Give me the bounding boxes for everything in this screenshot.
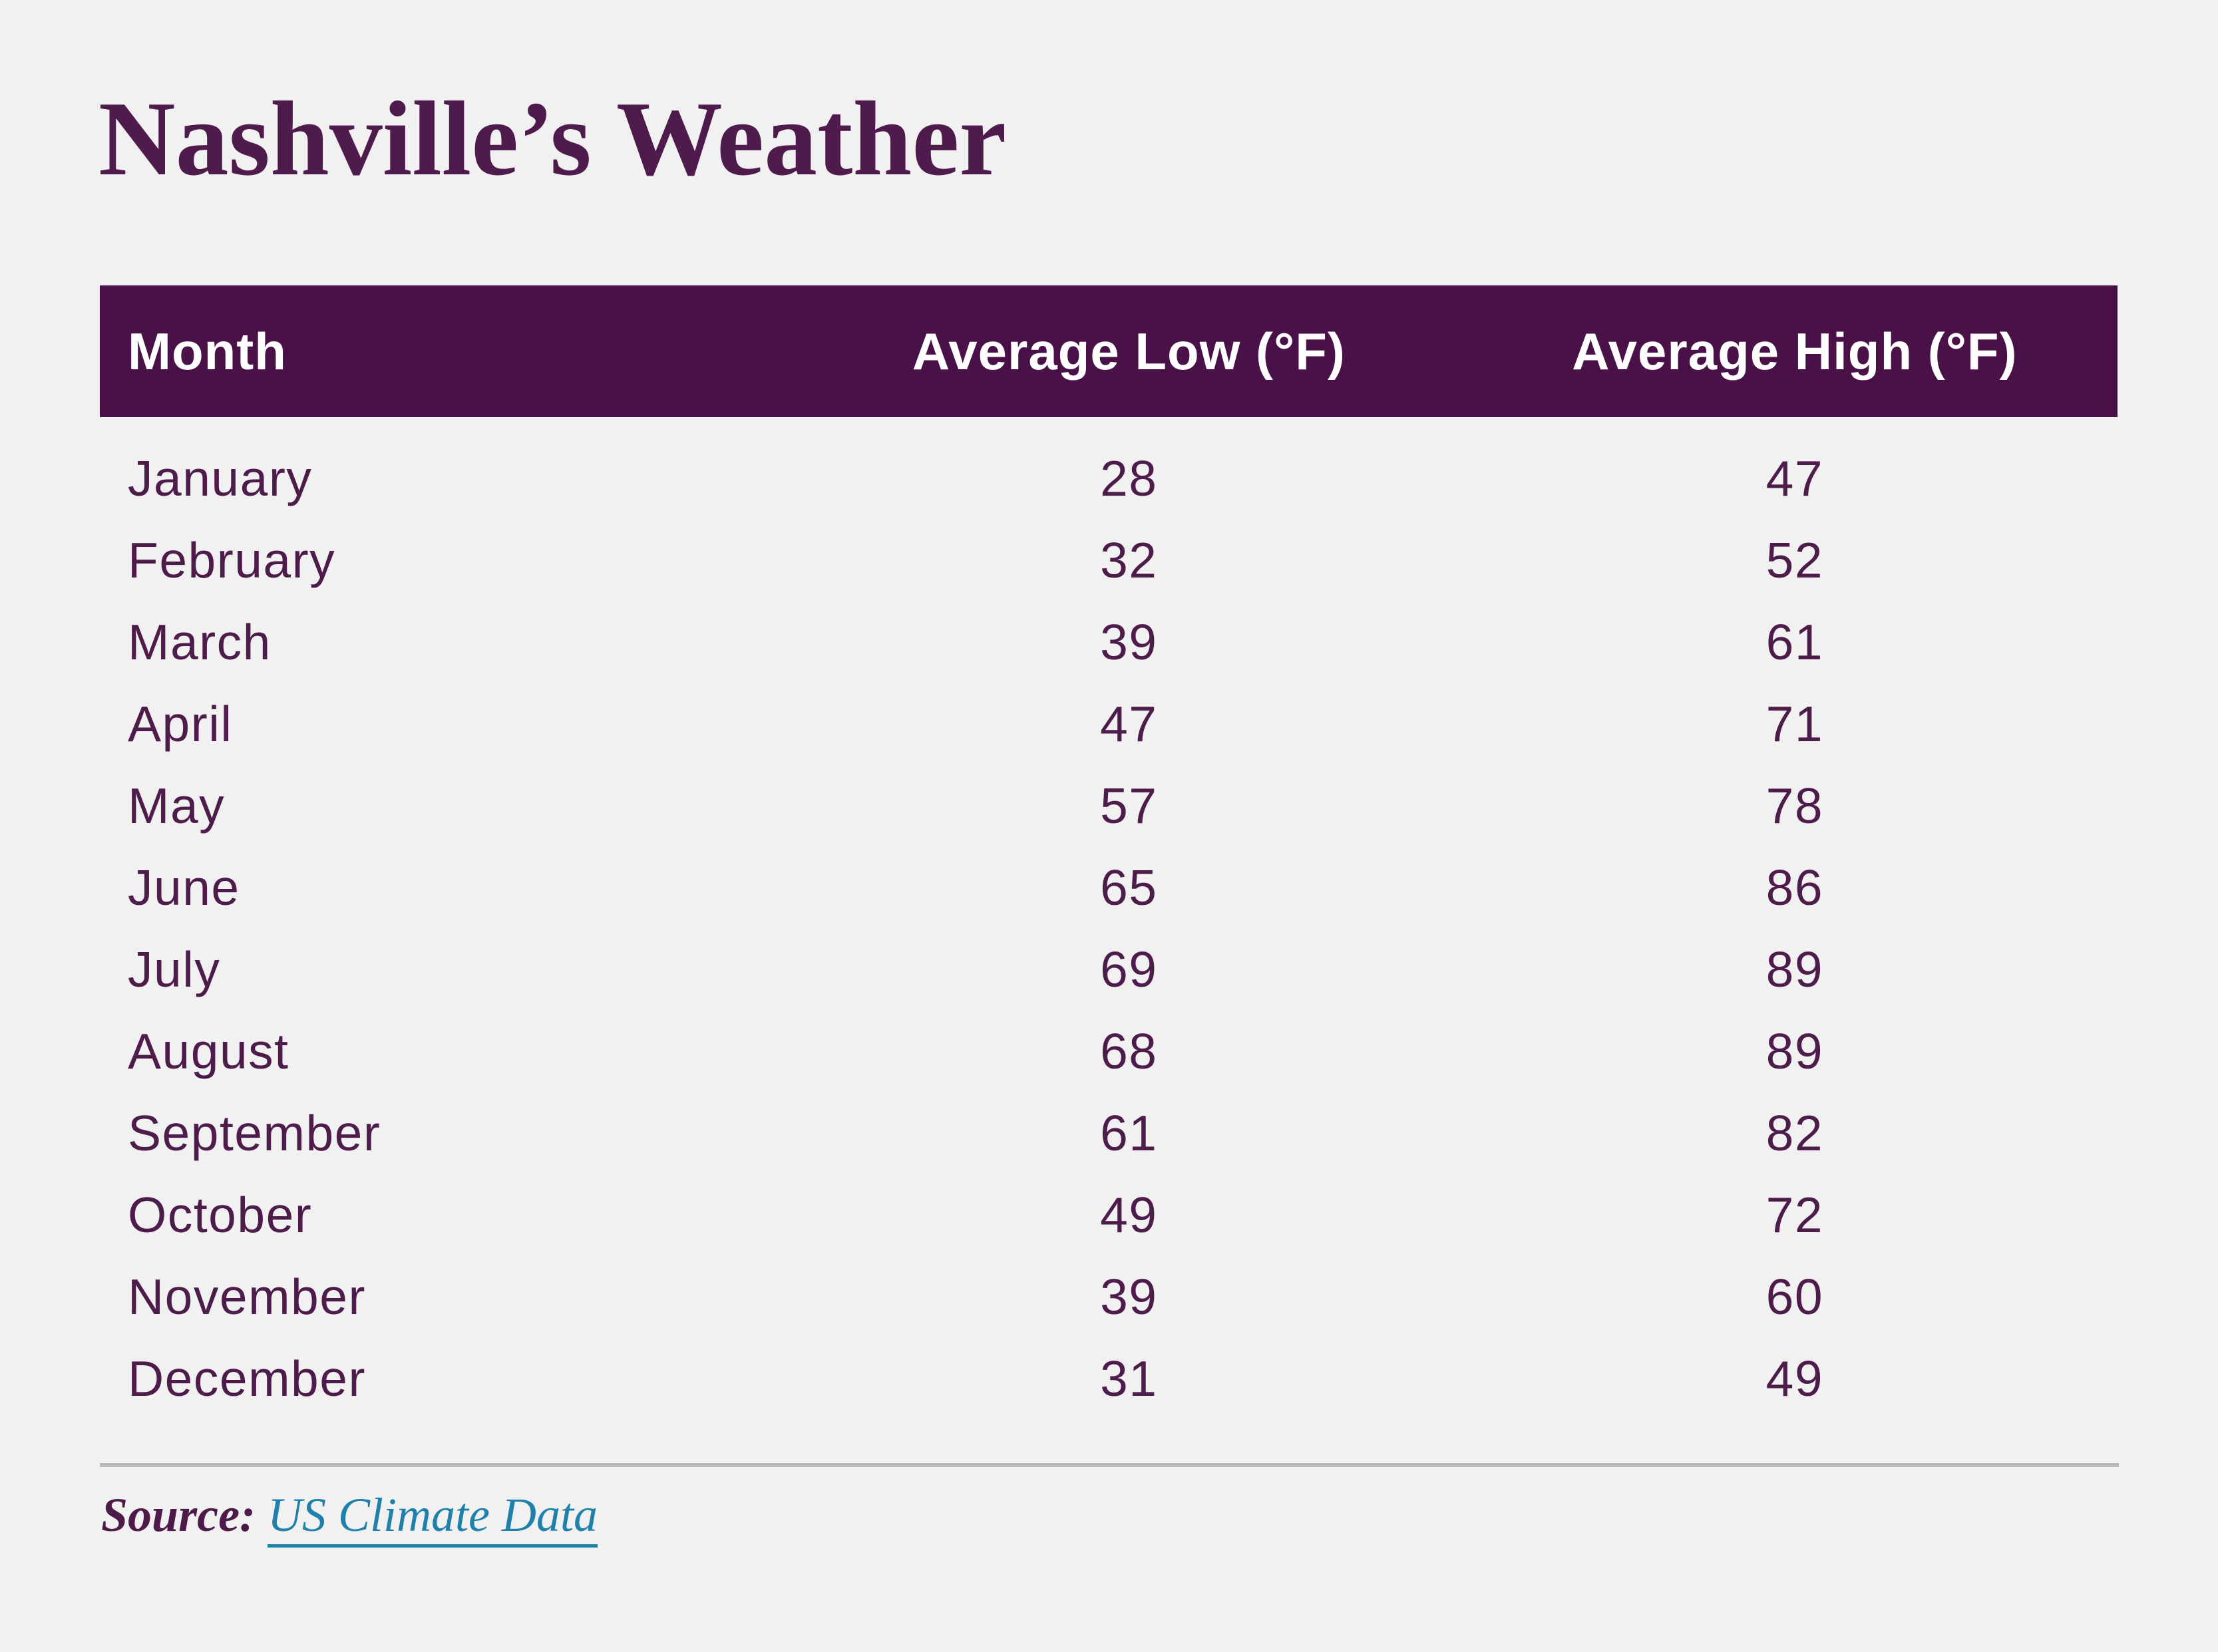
month-cell: October bbox=[128, 1186, 313, 1243]
low-cell: 32 bbox=[1100, 532, 1158, 588]
high-cell: 89 bbox=[1765, 1023, 1824, 1079]
month-cell: February bbox=[128, 532, 336, 588]
footer-divider bbox=[100, 1463, 2119, 1467]
table-row: December 31 49 bbox=[100, 1337, 2118, 1419]
source-link[interactable]: US Climate Data bbox=[268, 1488, 598, 1548]
month-cell: August bbox=[128, 1023, 289, 1079]
high-cell: 52 bbox=[1765, 532, 1824, 588]
weather-table: Month Average Low (°F) Average High (°F)… bbox=[100, 285, 2118, 1419]
high-cell: 71 bbox=[1765, 695, 1824, 752]
high-cell: 72 bbox=[1765, 1186, 1824, 1243]
low-cell: 47 bbox=[1100, 695, 1158, 752]
low-cell: 69 bbox=[1100, 941, 1158, 997]
month-cell: May bbox=[128, 777, 226, 834]
page-title: Nashville’s Weather bbox=[98, 79, 1007, 198]
source-line: Source: US Climate Data bbox=[101, 1485, 598, 1548]
source-label: Source: bbox=[101, 1488, 256, 1542]
table-row: September 61 82 bbox=[100, 1092, 2118, 1174]
table-row: February 32 52 bbox=[100, 519, 2118, 601]
month-cell: November bbox=[128, 1268, 366, 1325]
low-cell: 57 bbox=[1100, 777, 1158, 834]
high-cell: 47 bbox=[1765, 450, 1824, 506]
low-cell: 61 bbox=[1100, 1104, 1158, 1161]
high-cell: 61 bbox=[1765, 613, 1824, 670]
high-cell: 60 bbox=[1765, 1268, 1824, 1325]
high-cell: 86 bbox=[1765, 859, 1824, 915]
table-row: May 57 78 bbox=[100, 764, 2118, 846]
month-cell: September bbox=[128, 1104, 381, 1161]
table-body: January 28 47 February 32 52 March 39 61… bbox=[100, 417, 2118, 1419]
month-cell: January bbox=[128, 450, 313, 506]
high-cell: 82 bbox=[1765, 1104, 1824, 1161]
table-row: January 28 47 bbox=[100, 437, 2118, 519]
low-cell: 49 bbox=[1100, 1186, 1158, 1243]
low-cell: 65 bbox=[1100, 859, 1158, 915]
high-cell: 49 bbox=[1765, 1350, 1824, 1406]
month-cell: March bbox=[128, 613, 272, 670]
low-cell: 68 bbox=[1100, 1023, 1158, 1079]
low-cell: 39 bbox=[1100, 1268, 1158, 1325]
table-row: August 68 89 bbox=[100, 1010, 2118, 1092]
table-row: July 69 89 bbox=[100, 928, 2118, 1010]
low-cell: 28 bbox=[1100, 450, 1158, 506]
col-header-average-high: Average High (°F) bbox=[1572, 321, 2018, 381]
table-row: March 39 61 bbox=[100, 601, 2118, 683]
high-cell: 89 bbox=[1765, 941, 1824, 997]
month-cell: December bbox=[128, 1350, 366, 1406]
table-row: June 65 86 bbox=[100, 846, 2118, 928]
month-cell: June bbox=[128, 859, 240, 915]
col-header-average-low: Average Low (°F) bbox=[912, 321, 1346, 381]
month-cell: April bbox=[128, 695, 233, 752]
month-cell: July bbox=[128, 941, 221, 997]
table-row: April 47 71 bbox=[100, 683, 2118, 764]
low-cell: 31 bbox=[1100, 1350, 1158, 1406]
table-header-row: Month Average Low (°F) Average High (°F) bbox=[100, 285, 2118, 417]
table-row: November 39 60 bbox=[100, 1255, 2118, 1337]
high-cell: 78 bbox=[1765, 777, 1824, 834]
low-cell: 39 bbox=[1100, 613, 1158, 670]
table-row: October 49 72 bbox=[100, 1174, 2118, 1255]
col-header-month: Month bbox=[128, 321, 287, 381]
